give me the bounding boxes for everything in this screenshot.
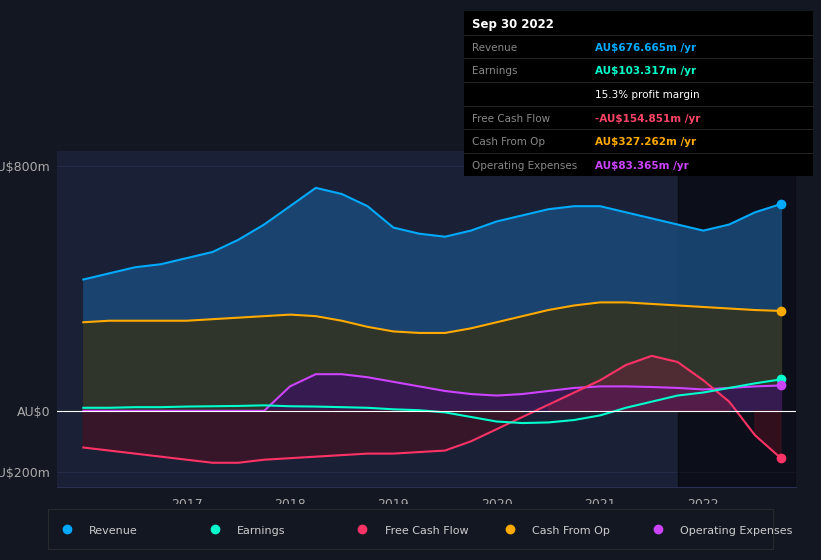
Text: Free Cash Flow: Free Cash Flow bbox=[472, 114, 550, 124]
Text: Revenue: Revenue bbox=[89, 526, 138, 536]
Text: Sep 30 2022: Sep 30 2022 bbox=[472, 18, 554, 31]
Text: AU$327.262m /yr: AU$327.262m /yr bbox=[595, 137, 696, 147]
Text: Operating Expenses: Operating Expenses bbox=[472, 161, 577, 171]
Text: Revenue: Revenue bbox=[472, 43, 517, 53]
Text: AU$103.317m /yr: AU$103.317m /yr bbox=[595, 67, 696, 76]
Text: 15.3% profit margin: 15.3% profit margin bbox=[595, 90, 699, 100]
Text: AU$83.365m /yr: AU$83.365m /yr bbox=[595, 161, 689, 171]
Bar bbox=[677, 151, 796, 487]
Text: Operating Expenses: Operating Expenses bbox=[681, 526, 792, 536]
Text: AU$676.665m /yr: AU$676.665m /yr bbox=[595, 43, 696, 53]
FancyBboxPatch shape bbox=[48, 509, 773, 549]
Text: -AU$154.851m /yr: -AU$154.851m /yr bbox=[595, 114, 700, 124]
Text: Earnings: Earnings bbox=[472, 67, 517, 76]
Text: Cash From Op: Cash From Op bbox=[533, 526, 610, 536]
Text: Cash From Op: Cash From Op bbox=[472, 137, 545, 147]
Text: Free Cash Flow: Free Cash Flow bbox=[385, 526, 468, 536]
Text: Earnings: Earnings bbox=[237, 526, 286, 536]
